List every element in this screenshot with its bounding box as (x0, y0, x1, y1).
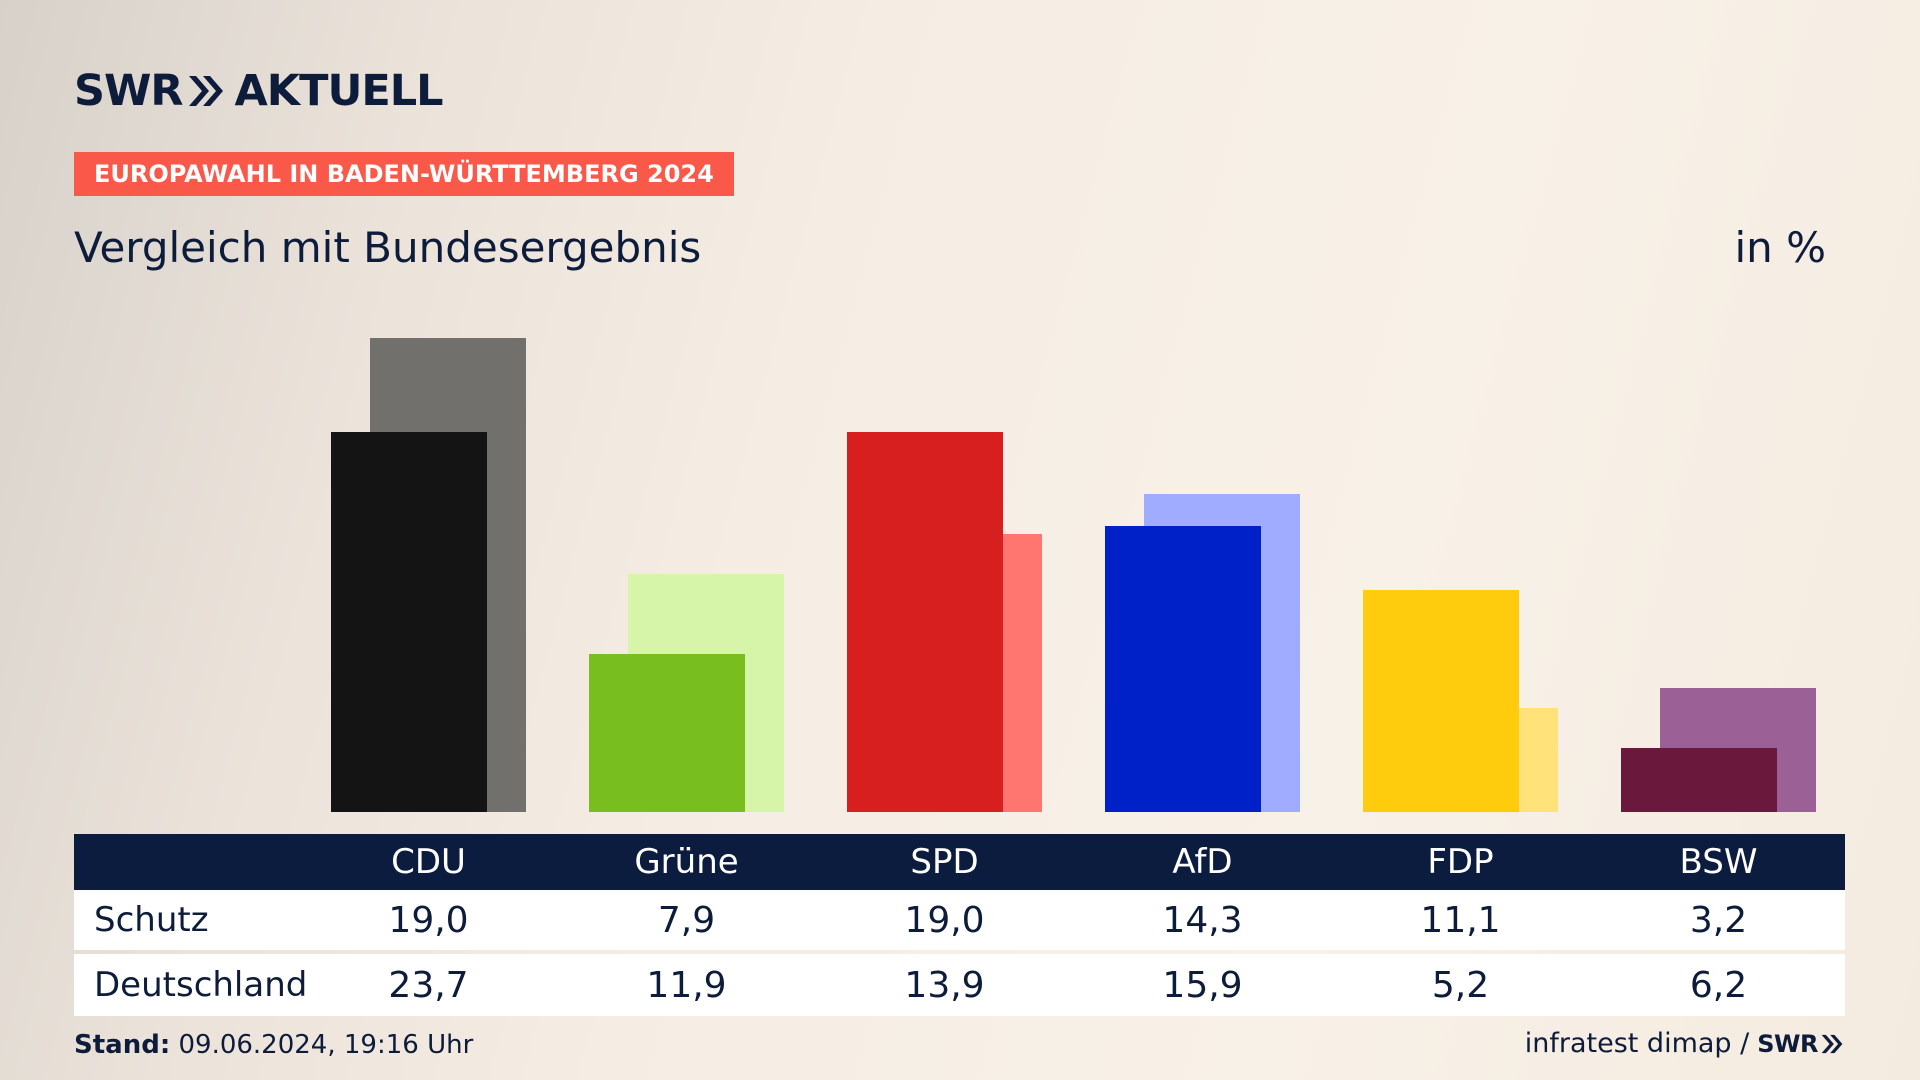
col-header-gruene: Grüne (634, 842, 739, 882)
value-gruene-deutschland: 11,9 (646, 964, 727, 1006)
bar-gruene-schutz (589, 654, 745, 812)
brand-aktuell: AKTUELL (234, 65, 444, 116)
table-row-schutz: Schutz 19,0 7,9 19,0 14,3 11,1 3,2 (74, 890, 1845, 950)
footer-swr-logo: SWR (1757, 1029, 1818, 1058)
stand-value: 09.06.2024, 19:16 Uhr (178, 1030, 474, 1060)
col-header-spd: SPD (910, 842, 979, 882)
footer-stand: Stand: 09.06.2024, 19:16 Uhr (74, 1030, 473, 1060)
value-spd-schutz: 19,0 (904, 899, 985, 941)
value-afd-deutschland: 15,9 (1162, 964, 1243, 1006)
bar-bsw-schutz (1621, 748, 1777, 812)
bar-fdp-schutz (1363, 590, 1519, 812)
value-fdp-schutz: 11,1 (1420, 899, 1501, 941)
bar-afd-schutz (1105, 526, 1261, 812)
source-text: infratest dimap / (1524, 1028, 1750, 1059)
col-header-bsw: BSW (1679, 842, 1758, 882)
footer-chevron-icon (1821, 1034, 1843, 1053)
swr-aktuell-logo: SWR AKTUELL (74, 65, 444, 116)
row-label-schutz: Schutz (94, 900, 209, 940)
value-bsw-schutz: 3,2 (1689, 899, 1748, 941)
bar-chart (331, 338, 1816, 812)
footer-source: infratest dimap / SWR (1525, 1028, 1844, 1059)
value-cdu-schutz: 19,0 (388, 899, 469, 941)
col-header-afd: AfD (1172, 842, 1233, 882)
value-afd-schutz: 14,3 (1162, 899, 1243, 941)
chart-subtitle: Vergleich mit Bundesergebnis (74, 223, 702, 272)
value-bsw-deutschland: 6,2 (1689, 964, 1748, 1006)
bar-cdu-schutz (331, 432, 487, 812)
value-cdu-deutschland: 23,7 (388, 964, 469, 1006)
chart-unit: in % (1734, 223, 1826, 272)
table-row-deutschland: Deutschland 23,7 11,9 13,9 15,9 5,2 6,2 (74, 954, 1845, 1016)
col-header-cdu: CDU (391, 842, 466, 882)
value-fdp-deutschland: 5,2 (1431, 964, 1490, 1006)
stand-label: Stand: (74, 1030, 171, 1060)
value-gruene-schutz: 7,9 (657, 899, 716, 941)
table-header: CDU Grüne SPD AfD FDP BSW (74, 834, 1845, 890)
double-chevron-right-icon (188, 76, 223, 106)
brand-swr: SWR (74, 65, 184, 116)
value-spd-deutschland: 13,9 (904, 964, 985, 1006)
election-tag: EUROPAWAHL IN BADEN-WÜRTTEMBERG 2024 (74, 152, 734, 196)
col-header-fdp: FDP (1427, 842, 1494, 882)
row-label-deutschland: Deutschland (94, 965, 308, 1005)
bar-spd-schutz (847, 432, 1003, 812)
